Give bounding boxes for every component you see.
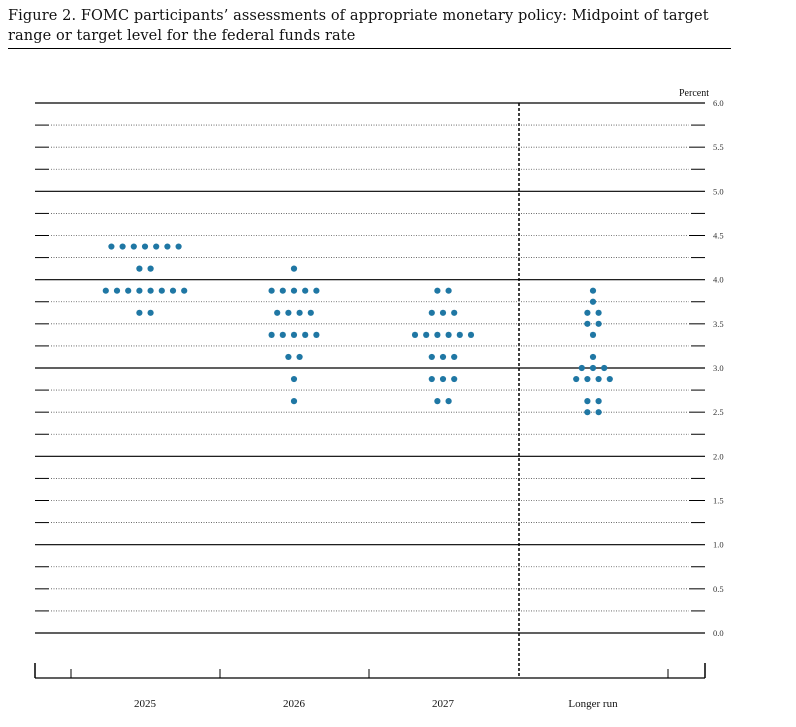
dot-marker (285, 309, 292, 316)
dot-marker (119, 243, 126, 250)
dot-marker (113, 287, 121, 294)
y-tick-label: 4.5 (713, 231, 724, 241)
y-tick-label: 6.0 (713, 98, 724, 108)
dot-marker (147, 309, 154, 316)
dot-marker (307, 309, 314, 316)
dot-marker (434, 331, 441, 338)
dot-marker (434, 287, 441, 294)
dot-marker (279, 287, 286, 294)
dot-marker (467, 331, 475, 338)
dot-marker (290, 331, 298, 338)
dot-marker (141, 243, 149, 250)
dot-marker (164, 243, 171, 250)
dot-marker (290, 265, 298, 272)
dot-marker (428, 353, 435, 361)
y-tick-label: 5.0 (713, 186, 724, 196)
y-tick-label: 4.0 (713, 275, 724, 285)
y-tick-label: 2.0 (713, 451, 724, 461)
dot-marker (428, 309, 435, 316)
dot-marker (313, 331, 320, 338)
dot-marker (595, 409, 602, 416)
figure-title: Figure 2. FOMC participants’ assessments… (8, 8, 709, 44)
x-category-label: 2027 (432, 698, 455, 710)
dot-marker (274, 309, 281, 316)
dot-marker (302, 287, 309, 294)
x-category-label: 2025 (134, 698, 157, 710)
dot-marker (573, 375, 580, 383)
dot-marker (439, 375, 447, 383)
dot-marker (595, 309, 602, 316)
dot-marker (108, 243, 115, 250)
dot-marker (136, 309, 143, 316)
dot-marker (445, 287, 452, 294)
dot-marker (439, 309, 447, 316)
dot-marker (136, 265, 143, 272)
dot-marker (584, 375, 591, 383)
dot-marker (445, 398, 452, 405)
dot-marker (268, 331, 275, 338)
dot-marker (595, 320, 602, 327)
dot-marker (606, 375, 613, 383)
dot-marker (584, 309, 591, 316)
dot-marker (181, 287, 188, 294)
dot-marker (439, 353, 447, 361)
dot-marker (589, 298, 597, 305)
dot-marker (423, 331, 430, 338)
y-tick-label: 3.5 (713, 319, 724, 329)
y-tick-label: 5.5 (713, 142, 724, 152)
dot-marker (445, 331, 452, 338)
dot-marker (584, 320, 591, 327)
dot-marker (578, 364, 585, 372)
y-tick-label: 0.5 (713, 584, 724, 594)
dot-marker (589, 331, 597, 338)
y-tick-label: 1.5 (713, 496, 724, 506)
dot-marker (451, 375, 458, 383)
dot-marker (147, 287, 154, 294)
y-tick-label: 2.5 (713, 407, 724, 417)
dot-marker (268, 287, 275, 294)
dot-marker (595, 375, 602, 383)
dot-marker (296, 309, 303, 316)
dot-marker (102, 287, 109, 294)
dot-marker (411, 331, 419, 338)
dot-marker (313, 287, 320, 294)
dot-marker (158, 287, 165, 294)
dot-marker (169, 287, 177, 294)
dot-marker (153, 243, 160, 250)
dot-marker (584, 398, 591, 405)
dot-marker (451, 353, 458, 361)
dot-marker (175, 243, 182, 250)
dot-marker (601, 364, 608, 372)
dot-marker (428, 375, 435, 383)
dot-marker (285, 353, 292, 361)
dot-marker (584, 409, 591, 416)
dot-marker (589, 287, 597, 294)
dot-marker (290, 398, 298, 405)
y-tick-label: 3.0 (713, 363, 724, 373)
dot-marker (290, 375, 298, 383)
dot-marker (147, 265, 154, 272)
title-rule (8, 48, 731, 49)
x-category-label: Longer run (568, 698, 618, 710)
y-tick-label: 1.0 (713, 540, 724, 550)
dot-marker (279, 331, 286, 338)
dot-marker (451, 309, 458, 316)
dot-marker (589, 364, 597, 372)
y-tick-label: 0.0 (713, 628, 724, 638)
y-axis-unit-label: Percent (679, 88, 709, 99)
dot-marker (302, 331, 309, 338)
dot-marker (290, 287, 298, 294)
dot-marker (296, 353, 303, 361)
x-category-label: 2026 (283, 698, 306, 710)
dot-marker (130, 243, 137, 250)
dot-marker (456, 331, 463, 338)
dot-marker (125, 287, 132, 294)
dot-marker (595, 398, 602, 405)
dot-marker (136, 287, 143, 294)
dot-marker (589, 353, 597, 361)
dot-marker (434, 398, 441, 405)
